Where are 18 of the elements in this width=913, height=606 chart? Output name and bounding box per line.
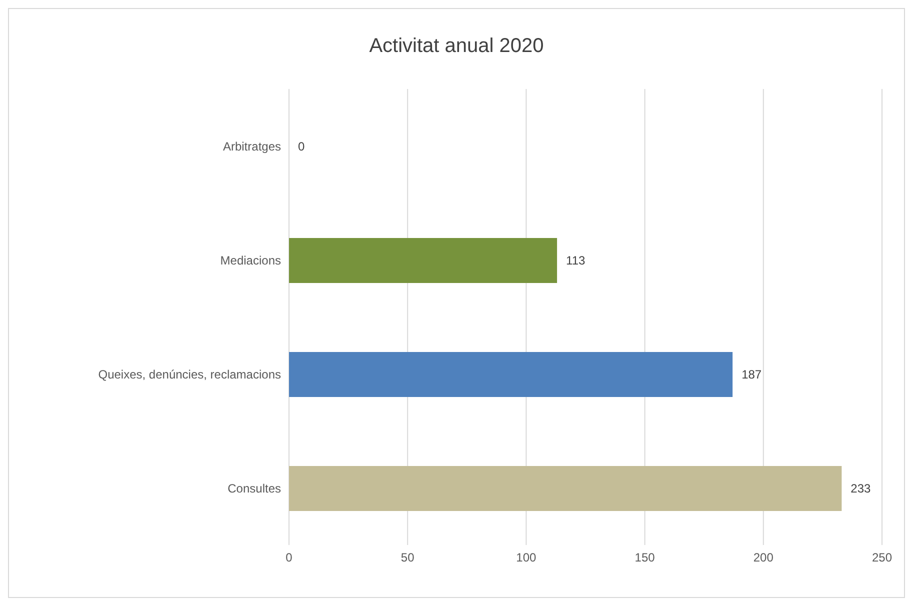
data-label: 0 (298, 139, 305, 154)
y-tick-label: Arbitratges (222, 139, 281, 154)
x-tick-label: 100 (516, 550, 537, 565)
x-tick-label: 250 (872, 550, 892, 565)
data-label: 233 (850, 481, 872, 496)
chart-title: Activitat anual 2020 (368, 34, 545, 59)
data-label: 187 (742, 367, 762, 382)
data-label: 113 (566, 253, 586, 268)
x-tick-label: 150 (634, 550, 656, 565)
x-tick-label: 0 (286, 550, 293, 565)
y-tick-label: Consultes (228, 481, 281, 496)
y-tick-label: Mediacions (220, 253, 281, 268)
y-tick-label: Queixes, denúncies, reclamacions (98, 367, 281, 382)
bar (289, 352, 733, 397)
x-tick-label: 200 (753, 550, 774, 565)
bar (289, 466, 842, 511)
bar (289, 238, 558, 283)
x-tick-label: 50 (400, 550, 415, 565)
